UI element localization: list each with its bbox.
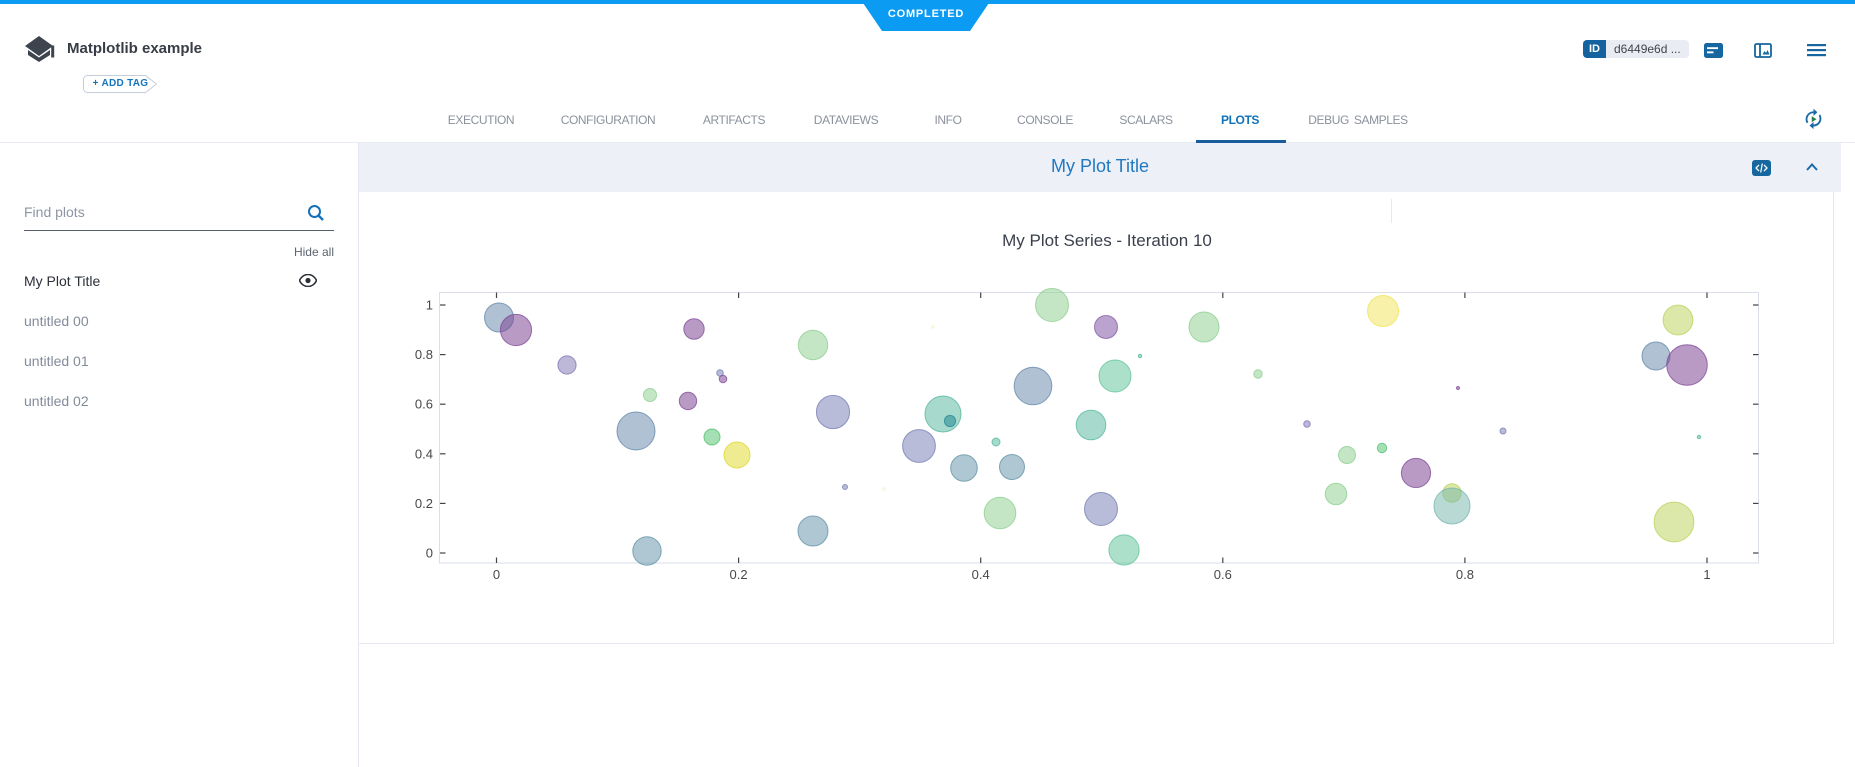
svg-text:0: 0 [493, 567, 500, 582]
svg-text:0.2: 0.2 [730, 567, 748, 582]
svg-text:1: 1 [426, 298, 433, 313]
svg-text:0: 0 [426, 546, 433, 561]
svg-text:0.6: 0.6 [1214, 567, 1232, 582]
svg-text:0.8: 0.8 [1456, 567, 1474, 582]
svg-text:0.4: 0.4 [415, 446, 433, 461]
svg-text:0.4: 0.4 [972, 567, 990, 582]
svg-text:0.2: 0.2 [415, 496, 433, 511]
svg-text:0.6: 0.6 [415, 397, 433, 412]
svg-text:1: 1 [1703, 567, 1710, 582]
svg-text:0.8: 0.8 [415, 347, 433, 362]
